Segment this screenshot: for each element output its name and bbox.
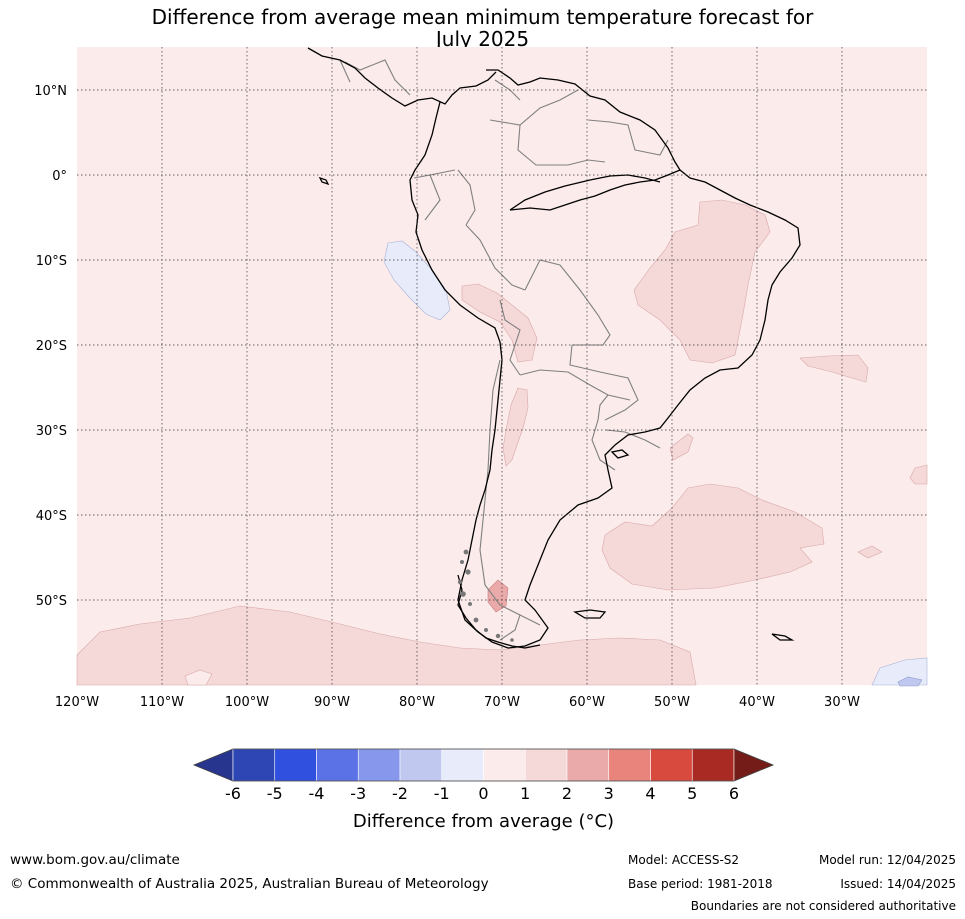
colorbar-swatch-m1-0 [441, 748, 484, 782]
anomaly-region-south-atlantic [601, 483, 825, 591]
coastline-tierra-del-fuego [457, 574, 541, 649]
anomaly-region-small-patch [857, 545, 883, 559]
colorbar-swatch-4-5 [650, 748, 693, 782]
coastline-rio-de-la-plata [610, 449, 630, 459]
anomaly-region-uruguay-coast [669, 433, 694, 461]
lat-label-50s: 50°S [36, 594, 67, 609]
colorbar-tick-m3: -3 [350, 784, 366, 803]
colorbar-tick-m5: -5 [267, 784, 283, 803]
anomaly-region-southern-ocean [76, 605, 697, 686]
lon-label-70w: 70°W [484, 695, 520, 710]
colorbar-tick-0: 0 [478, 784, 488, 803]
footer-disclaimer: Boundaries are not considered authoritat… [690, 899, 956, 913]
lat-label-0: 0° [52, 169, 67, 184]
colorbar-swatch-below-6 [193, 748, 234, 782]
colorbar-swatch-m2-m1 [399, 748, 443, 782]
lon-label-30w: 30°W [824, 695, 860, 710]
anomaly-region-brazil [633, 199, 771, 364]
colorbar-swatch-m4-m3 [316, 748, 359, 782]
coastline-amazon-river [509, 174, 661, 211]
colorbar-tick-2: 2 [562, 784, 572, 803]
colorbar-tick-4: 4 [645, 784, 655, 803]
anomaly-region-atlantic-east [799, 354, 869, 383]
lat-label-40s: 40°S [36, 509, 67, 524]
anomaly-region-patagonia-warm [487, 579, 509, 613]
lon-label-40w: 40°W [739, 695, 775, 710]
anomaly-region-far-east [909, 464, 928, 485]
colorbar-swatches [193, 748, 774, 782]
lat-label-20s: 20°S [36, 339, 67, 354]
colorbar-tick-m1: -1 [434, 784, 450, 803]
coastline-galapagos [318, 176, 330, 186]
lat-label-30s: 30°S [36, 424, 67, 439]
lon-label-100w: 100°W [225, 695, 269, 710]
colorbar-tick-3: 3 [604, 784, 614, 803]
colorbar-swatch-m6-m5 [232, 748, 276, 782]
colorbar-swatch-5-6 [691, 748, 735, 782]
colorbar-swatch-m3-m2 [357, 748, 401, 782]
lon-label-120w: 120°W [55, 695, 99, 710]
coastline-falklands [573, 609, 607, 619]
colorbar-tick-5: 5 [687, 784, 697, 803]
colorbar-tick-1: 1 [520, 784, 530, 803]
lon-label-60w: 60°W [569, 695, 605, 710]
coastline-south-america [409, 101, 801, 649]
colorbar-swatch-2-3 [566, 748, 610, 782]
lon-label-90w: 90°W [314, 695, 350, 710]
lon-label-110w: 110°W [140, 695, 184, 710]
colorbar-swatch-m5-m4 [274, 748, 317, 782]
graticule [77, 47, 927, 685]
coastline-south-georgia [771, 633, 795, 641]
colorbar-swatch-0-1 [483, 748, 526, 782]
lon-label-80w: 80°W [399, 695, 435, 710]
colorbar: -6 -5 -4 -3 -2 -1 0 1 2 3 4 5 6 Differen… [192, 748, 775, 832]
anomaly-region-southeast-cooler [897, 676, 923, 687]
footer-issued: Issued: 14/04/2025 [840, 877, 956, 891]
colorbar-swatch-3-4 [608, 748, 651, 782]
colorbar-tick-m4: -4 [309, 784, 325, 803]
colorbar-tick-6: 6 [729, 784, 739, 803]
coastline-central-america [307, 47, 497, 107]
chilean-fjords [457, 549, 514, 642]
colorbar-tick-m2: -2 [392, 784, 408, 803]
footer-model: Model: ACCESS-S2 [628, 853, 740, 867]
lon-label-50w: 50°W [654, 695, 690, 710]
colorbar-swatch-above-6 [733, 748, 774, 782]
footer-copyright: © Commonwealth of Australia 2025, Austra… [10, 876, 489, 892]
colorbar-tick-m6: -6 [225, 784, 241, 803]
map-title-line-1: Difference from average mean minimum tem… [151, 5, 814, 29]
anomaly-region-peru-bolivia [461, 283, 538, 363]
colorbar-outline [192, 748, 775, 782]
footer-model-run: Model run: 12/04/2025 [818, 853, 956, 867]
anomaly-shading [76, 199, 928, 687]
footer-base-period: Base period: 1981-2018 [628, 877, 773, 891]
lat-label-10n: 10°N [34, 84, 67, 99]
anomaly-region-argentina-north [502, 387, 529, 467]
anomaly-hole-southern-ocean [184, 669, 213, 686]
colorbar-swatch-1-2 [524, 748, 568, 782]
colorbar-label: Difference from average (°C) [353, 811, 614, 832]
lat-label-10s: 10°S [36, 254, 67, 269]
coastlines [307, 47, 801, 649]
footer-website: www.bom.gov.au/climate [10, 852, 180, 868]
country-borders [339, 59, 669, 641]
map-title-line-2: July 2025 [435, 27, 530, 51]
